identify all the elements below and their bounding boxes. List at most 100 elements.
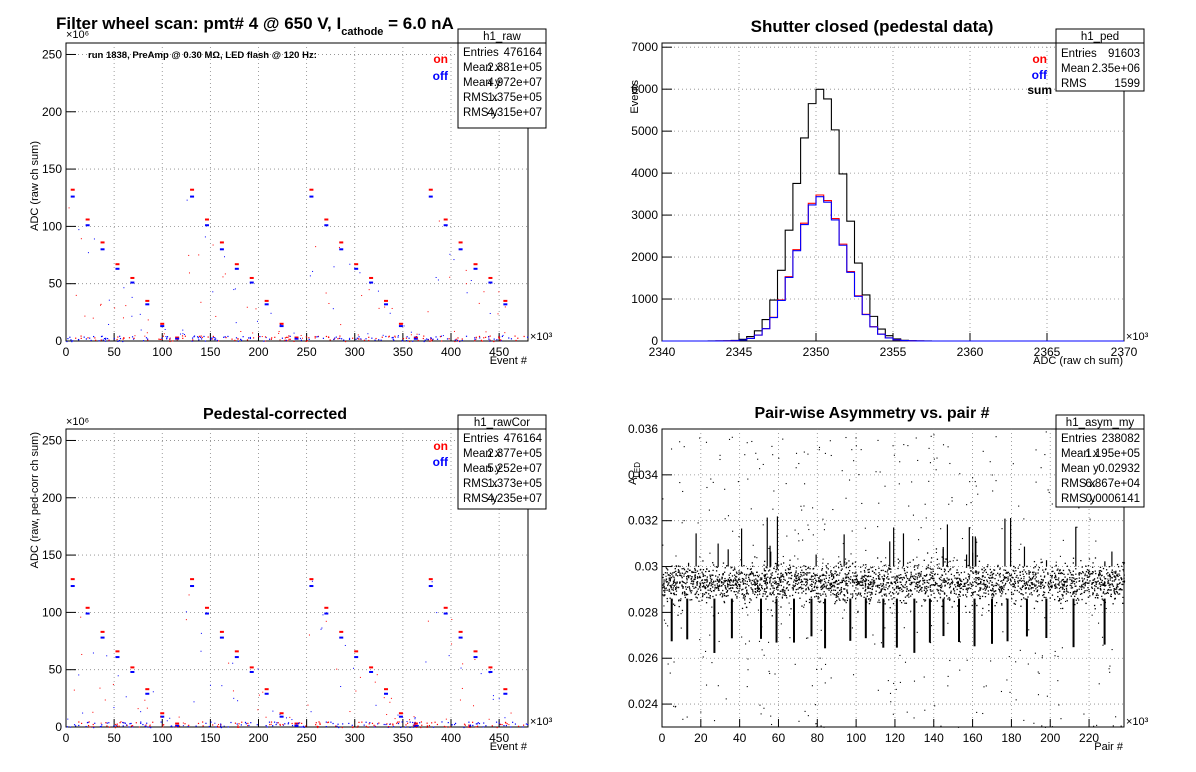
data-point-band [821, 588, 824, 590]
data-point-band [1059, 597, 1061, 600]
data-point-band [770, 609, 773, 611]
data-point-band [799, 566, 802, 568]
data-point-baseline [193, 336, 195, 338]
data-point-baseline [361, 721, 363, 723]
data-point-band [1006, 572, 1009, 574]
data-point-band [1086, 576, 1089, 578]
data-point-band [998, 588, 1000, 590]
data-point-band [927, 595, 929, 597]
data-point-on [428, 188, 433, 191]
data-point-baseline [258, 335, 260, 338]
data-point-baseline [291, 724, 294, 727]
data-point-band [1111, 569, 1113, 571]
data-point-outlier [818, 449, 820, 451]
data-point-band [1115, 586, 1118, 589]
data-point-band [1074, 585, 1076, 587]
data-point-transition [125, 696, 127, 698]
data-point-baseline [192, 339, 194, 341]
data-point-band [764, 575, 766, 577]
data-point-band [825, 587, 827, 589]
data-point-transition [359, 676, 361, 678]
data-point-band [964, 583, 966, 585]
data-point-band [1119, 582, 1121, 584]
data-point-band [1012, 565, 1015, 568]
data-point-band [866, 575, 869, 578]
data-point-band [1041, 561, 1043, 563]
data-point-band [852, 585, 854, 587]
data-point-band [1109, 586, 1111, 589]
data-point-outlier [822, 562, 824, 564]
data-point-band [901, 588, 903, 590]
data-point-outlier [1120, 725, 1122, 727]
data-point-band [884, 589, 886, 591]
data-point-baseline [468, 724, 470, 726]
data-point-band [1042, 579, 1044, 581]
data-point-band [920, 573, 922, 575]
data-point-band [1054, 587, 1056, 589]
data-point-band [990, 584, 993, 586]
data-point-band [684, 594, 686, 596]
data-point-band [1025, 587, 1027, 590]
data-point-band [751, 588, 753, 590]
data-point-band [981, 578, 983, 581]
data-point-band [899, 587, 902, 589]
data-point-baseline [317, 725, 319, 728]
data-point-band [984, 585, 986, 588]
data-point-band [875, 590, 877, 592]
data-point-band [840, 589, 842, 591]
x-tick-label: 20 [694, 731, 708, 745]
data-point-band [774, 581, 777, 584]
data-point-band [988, 576, 990, 579]
data-point-baseline [296, 723, 298, 725]
data-point-transition [67, 718, 69, 720]
data-point-transition [215, 315, 217, 317]
data-point-band [693, 578, 695, 581]
data-point-transition [409, 719, 411, 721]
data-point-baseline [514, 723, 517, 725]
data-point-band [735, 584, 738, 586]
data-point-transition [235, 322, 237, 324]
data-point-band [777, 586, 779, 588]
data-point-band [921, 605, 923, 607]
data-point-transition [188, 272, 190, 274]
data-point-band [1001, 589, 1003, 592]
data-point-band [867, 571, 870, 573]
data-point-transition [144, 699, 146, 701]
data-point-band [962, 588, 964, 591]
data-point-band [873, 580, 876, 582]
data-point-band [940, 590, 942, 592]
data-point-band [801, 605, 803, 607]
data-point-band [669, 579, 671, 582]
data-point-transition [360, 339, 362, 341]
data-point-band [788, 564, 791, 566]
data-point-band [820, 588, 822, 591]
data-point-band [739, 587, 741, 589]
data-point-band [1048, 587, 1050, 589]
data-point-transition [164, 328, 166, 330]
data-point-band [992, 572, 995, 575]
data-point-band [1020, 577, 1022, 580]
data-point-band [866, 595, 868, 597]
data-point-baseline [391, 337, 393, 339]
x-tick-label: 400 [441, 345, 461, 359]
data-point-on [488, 666, 493, 669]
data-point-band [724, 587, 727, 589]
y-tick-label: 50 [49, 277, 63, 291]
data-point-band [681, 593, 684, 595]
data-point-band [823, 591, 825, 593]
data-point-outlier [804, 483, 806, 485]
data-point-band [769, 566, 771, 568]
data-point-band [998, 588, 1001, 591]
data-point-baseline [365, 725, 367, 727]
data-point-band [733, 567, 736, 569]
data-point-transition [403, 325, 405, 327]
data-point-band [1111, 583, 1113, 585]
data-point-band [937, 585, 939, 587]
data-point-baseline [389, 723, 391, 725]
data-point-band [1109, 589, 1111, 591]
data-point-outlier [895, 688, 897, 690]
data-point-baseline [94, 722, 96, 724]
data-point-band [719, 594, 721, 596]
data-point-outlier [803, 505, 805, 507]
data-point-outlier [843, 609, 845, 611]
